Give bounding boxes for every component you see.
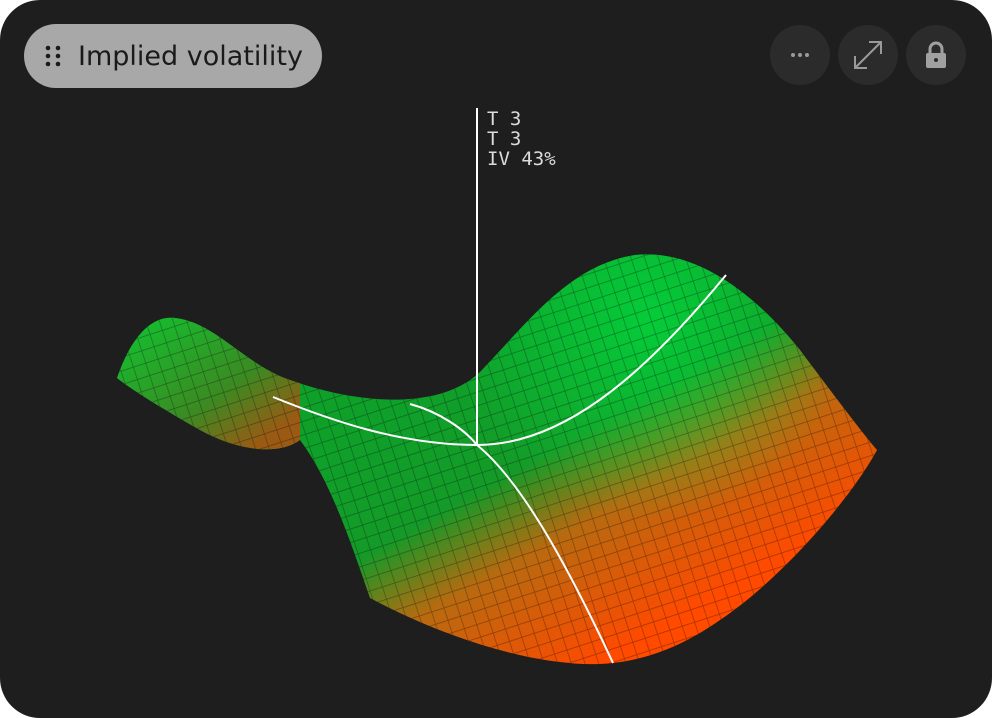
widget-title: Implied volatility [78, 40, 303, 72]
cross-section-curve [272, 274, 727, 447]
title-pill[interactable]: Implied volatility [24, 24, 322, 88]
tooltip-line: T 3 [487, 108, 521, 130]
cross-section-curve [409, 403, 614, 664]
expand-button[interactable] [838, 25, 898, 85]
more-button[interactable] [770, 25, 830, 85]
more-icon [791, 53, 809, 57]
lock-button[interactable] [906, 25, 966, 85]
drag-handle[interactable] [44, 44, 62, 68]
lock-icon [926, 41, 946, 68]
expand-icon [854, 41, 882, 69]
surface-mesh [117, 254, 877, 665]
tooltip-line: T 3 [487, 128, 521, 150]
tooltip-line: IV 43% [487, 148, 556, 170]
